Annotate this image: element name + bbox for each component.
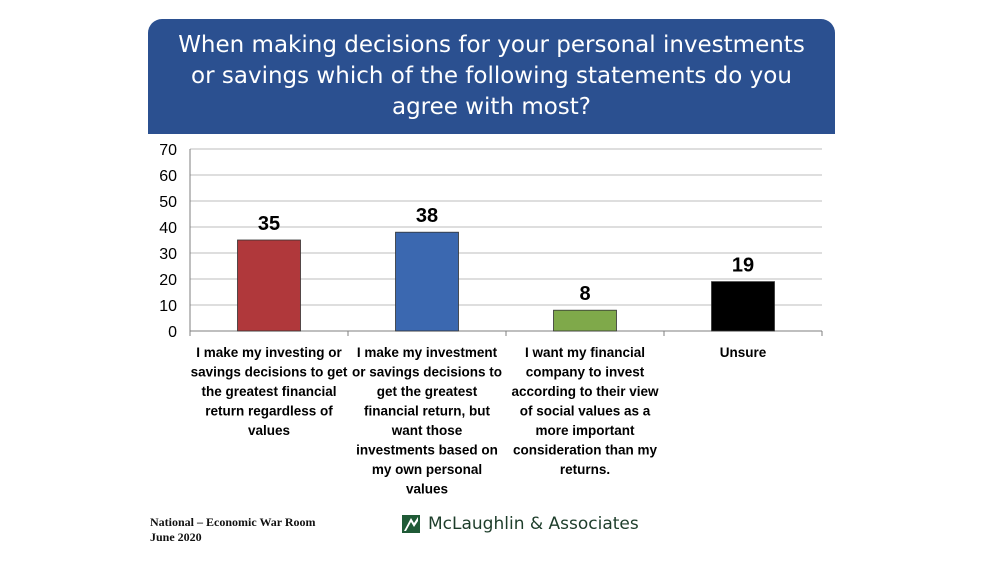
chart-title: When making decisions for your personal … <box>178 32 805 120</box>
data-label: 35 <box>258 213 280 235</box>
bar <box>395 231 459 332</box>
y-tick-label: 30 <box>159 246 177 263</box>
y-tick-label: 50 <box>159 194 177 211</box>
y-tick-label: 40 <box>159 220 177 237</box>
footer-line-2: June 2020 <box>150 530 202 544</box>
x-category-label: Unsure <box>720 345 767 360</box>
x-category-label: I make my investment or savings decisions… <box>352 345 502 497</box>
data-label: 19 <box>732 255 754 277</box>
logo-text: McLaughlin & Associates <box>428 514 639 534</box>
title-banner: When making decisions for your personal … <box>148 19 835 134</box>
company-logo: McLaughlin & Associates <box>402 514 639 534</box>
y-tick-label: 10 <box>159 298 177 315</box>
data-label: 8 <box>579 283 590 305</box>
bar <box>711 281 775 332</box>
bar <box>237 239 301 332</box>
y-tick-label: 20 <box>159 272 177 289</box>
y-tick-label: 60 <box>159 168 177 185</box>
data-label: 38 <box>416 205 438 227</box>
bar <box>553 309 617 332</box>
footer-line-1: National – Economic War Room <box>150 515 316 529</box>
footer-source: National – Economic War Room June 2020 <box>150 515 316 545</box>
mclaughlin-logo-icon <box>402 515 420 533</box>
x-category-label: I want my financial company to invest acco… <box>511 345 659 477</box>
y-tick-label: 70 <box>159 142 177 159</box>
y-tick-label: 0 <box>168 324 177 341</box>
x-category-label: I make my investing or savings decisions … <box>191 345 348 438</box>
